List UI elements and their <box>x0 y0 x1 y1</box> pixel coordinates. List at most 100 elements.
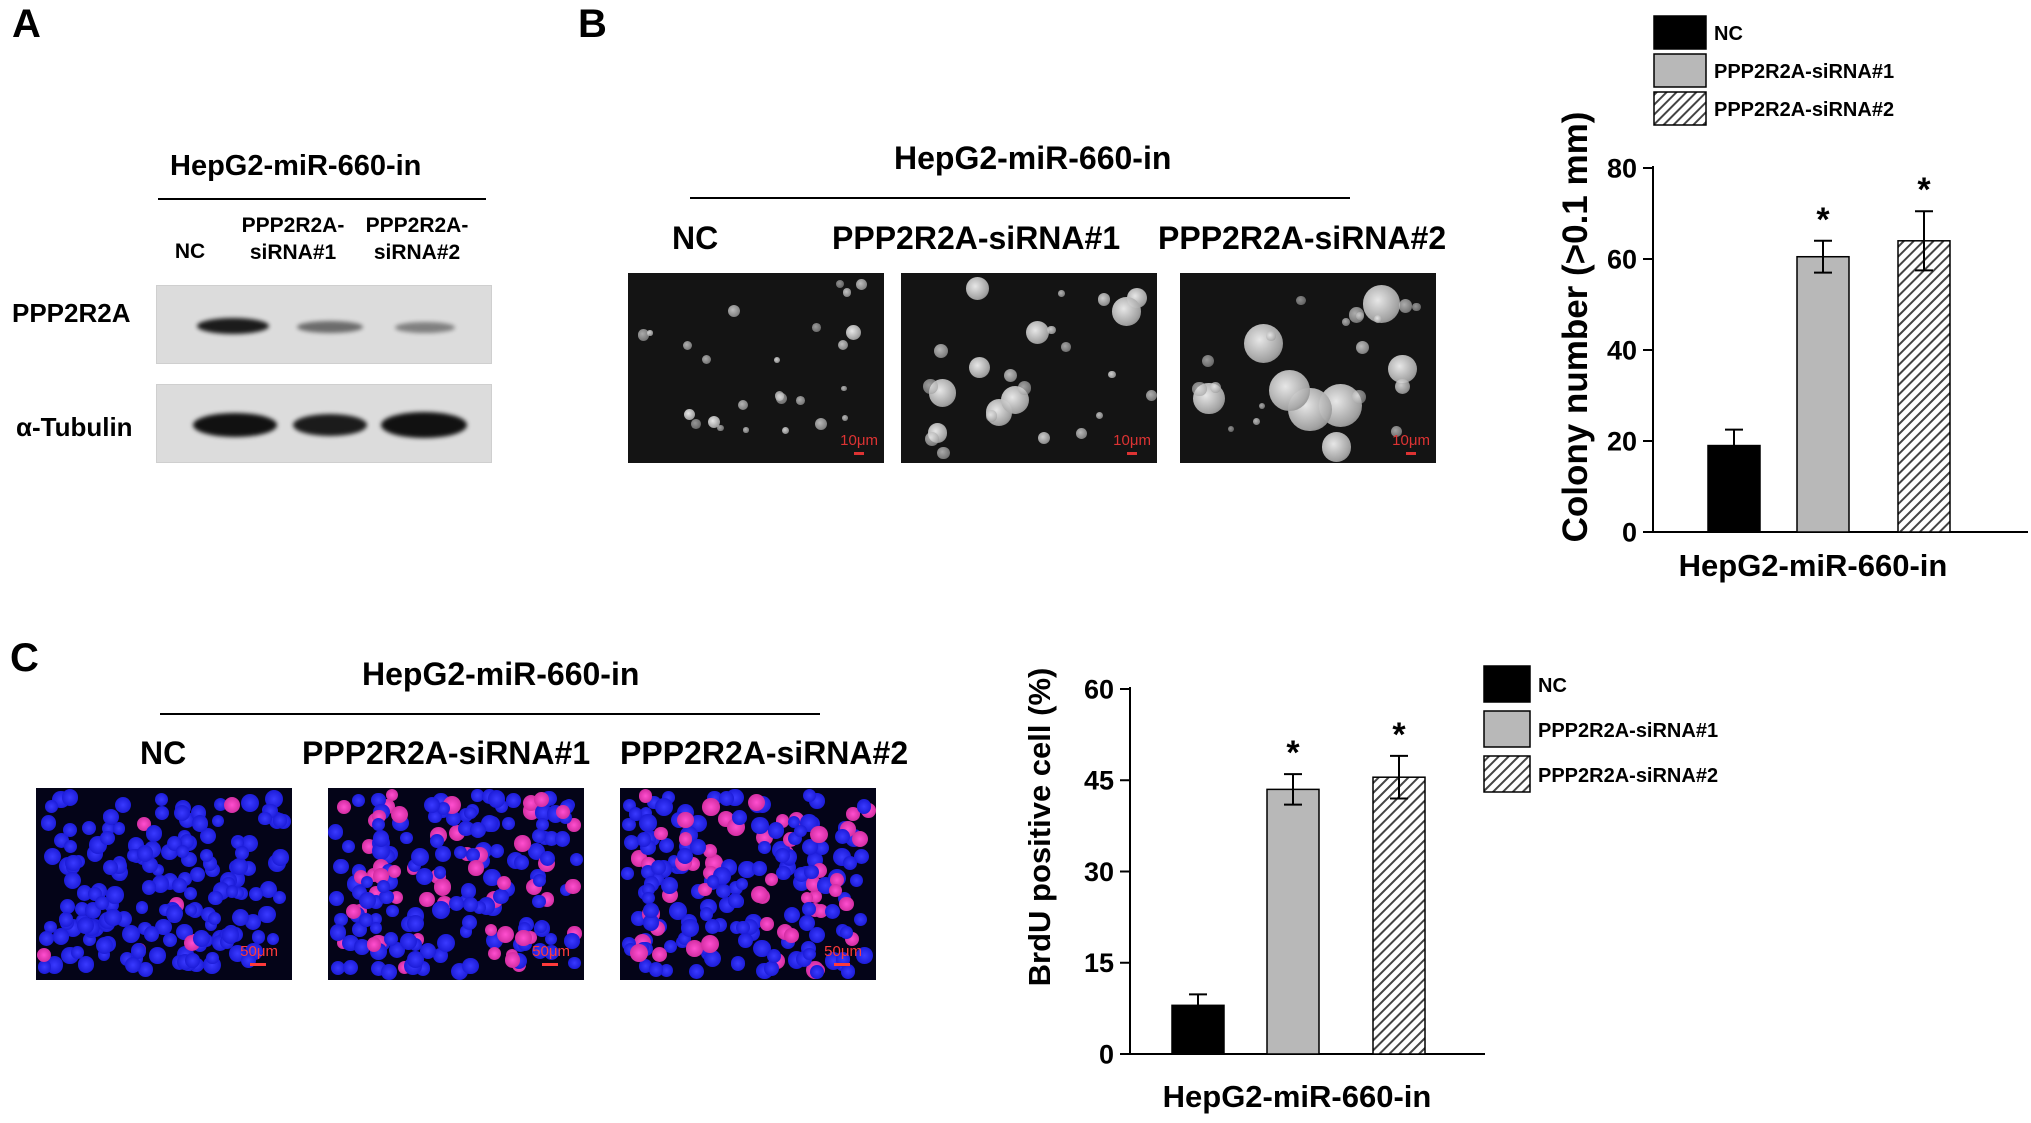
western-blot-ppp2r2a <box>156 285 492 364</box>
nucleus <box>235 845 250 860</box>
panel-c-header-rule <box>160 713 820 715</box>
nucleus <box>115 797 132 814</box>
nucleus <box>358 892 376 910</box>
colony-legend-swatch-nc <box>1653 15 1707 50</box>
brdu-positive-nucleus <box>433 878 452 896</box>
brdu-chart-xlabel: HepG2-miR-660-in <box>1163 1079 1432 1114</box>
nucleus <box>487 790 506 809</box>
nucleus <box>753 940 771 958</box>
nucleus <box>802 902 816 916</box>
brdu-ytick-label-0: 0 <box>1099 1039 1114 1069</box>
brdu-positive-nucleus <box>484 923 497 937</box>
nucleus <box>531 942 549 960</box>
brdu-legend-swatch-ppp2r2a-sirna-2 <box>1483 755 1531 793</box>
nucleus <box>689 964 705 980</box>
nucleus <box>461 914 477 930</box>
blot-row-label-ppp2r2a: PPP2R2A <box>12 298 131 328</box>
nucleus <box>71 946 85 960</box>
panel-b-group-nc: NC <box>672 220 719 256</box>
scale-bar <box>834 963 850 966</box>
nucleus <box>40 815 57 831</box>
colony-legend-swatch-ppp2r2a-sirna-1 <box>1653 53 1707 88</box>
nucleus <box>704 949 722 967</box>
nucleus <box>839 926 853 940</box>
nucleus <box>752 861 767 877</box>
brdu-bar-ppp2r2a-sirna-2 <box>1372 776 1426 1055</box>
nucleus <box>37 960 52 974</box>
nucleus <box>39 931 55 947</box>
colony-spot <box>1296 296 1306 306</box>
panel-b-header-rule <box>690 197 1350 199</box>
scale-bar-label: 10μm <box>1392 432 1430 449</box>
nucleus <box>258 811 273 826</box>
nucleus <box>622 817 637 832</box>
colony-image-sirna1: 10μm <box>901 273 1157 463</box>
brdu-ytick-label-60: 60 <box>1084 674 1114 704</box>
nucleus <box>225 885 238 898</box>
brdu-image-sirna2: 50μm <box>620 788 876 980</box>
nucleus <box>432 901 450 920</box>
nucleus <box>763 961 779 976</box>
nucleus <box>232 836 244 849</box>
colony-spot <box>1025 320 1049 345</box>
colony-spot <box>1391 426 1403 438</box>
nucleus <box>659 964 673 978</box>
nucleus <box>774 847 791 863</box>
nucleus <box>471 789 484 802</box>
colony-spot <box>1412 302 1421 312</box>
colony-spot <box>811 323 821 333</box>
colony-spot <box>937 446 950 460</box>
nucleus <box>751 816 770 835</box>
nucleus <box>360 875 374 889</box>
brdu-positive-nucleus <box>386 789 399 802</box>
colony-spot <box>1398 298 1413 313</box>
colony-spot <box>683 408 696 421</box>
nucleus <box>406 915 424 933</box>
brdu-positive-nucleus <box>677 811 694 829</box>
nucleus <box>639 814 657 832</box>
nucleus <box>100 830 115 846</box>
colony-spot <box>855 279 867 290</box>
nucleus <box>854 913 868 926</box>
nucleus <box>77 956 95 973</box>
nucleus <box>145 825 163 842</box>
nucleus <box>104 908 122 927</box>
nucleus <box>489 844 504 859</box>
nucleus <box>154 805 170 821</box>
nucleus <box>802 839 819 856</box>
colony-ytick-label-20: 20 <box>1607 426 1637 456</box>
nucleus <box>143 926 160 942</box>
colony-ytick-label-0: 0 <box>1622 517 1637 547</box>
nucleus <box>794 825 807 838</box>
nucleus <box>125 957 142 974</box>
brdu-positive-nucleus <box>488 947 502 961</box>
nucleus <box>804 864 819 880</box>
nucleus <box>206 951 219 965</box>
nucleus <box>272 890 287 904</box>
panel-c-group-nc: NC <box>140 735 187 771</box>
brdu-positive-nucleus <box>496 875 512 891</box>
brdu-positive-nucleus <box>846 807 860 821</box>
panel-b-group-sirna2: PPP2R2A-siRNA#2 <box>1158 220 1447 256</box>
colony-spot <box>1058 290 1065 297</box>
nucleus <box>420 942 437 960</box>
nucleus <box>354 939 370 955</box>
nucleus <box>63 822 78 837</box>
colony-spot <box>1388 354 1417 384</box>
nucleus <box>267 933 280 946</box>
colony-spot <box>1243 323 1284 364</box>
nucleus <box>814 840 829 856</box>
colony-spot <box>1201 354 1215 367</box>
brdu-positive-nucleus <box>784 928 799 943</box>
panel-c-group-sirna1: PPP2R2A-siRNA#1 <box>302 735 591 771</box>
brdu-positive-nucleus <box>830 873 844 887</box>
colony-spot <box>738 400 749 411</box>
nucleus <box>184 953 200 968</box>
nucleus <box>333 859 349 875</box>
nucleus <box>655 798 674 816</box>
colony-spot <box>1192 381 1207 397</box>
panel-b-letter: B <box>578 2 607 46</box>
brdu-bar-ppp2r2a-sirna-1 <box>1266 788 1320 1055</box>
brdu-positive-nucleus <box>678 832 692 846</box>
nucleus <box>183 886 197 900</box>
